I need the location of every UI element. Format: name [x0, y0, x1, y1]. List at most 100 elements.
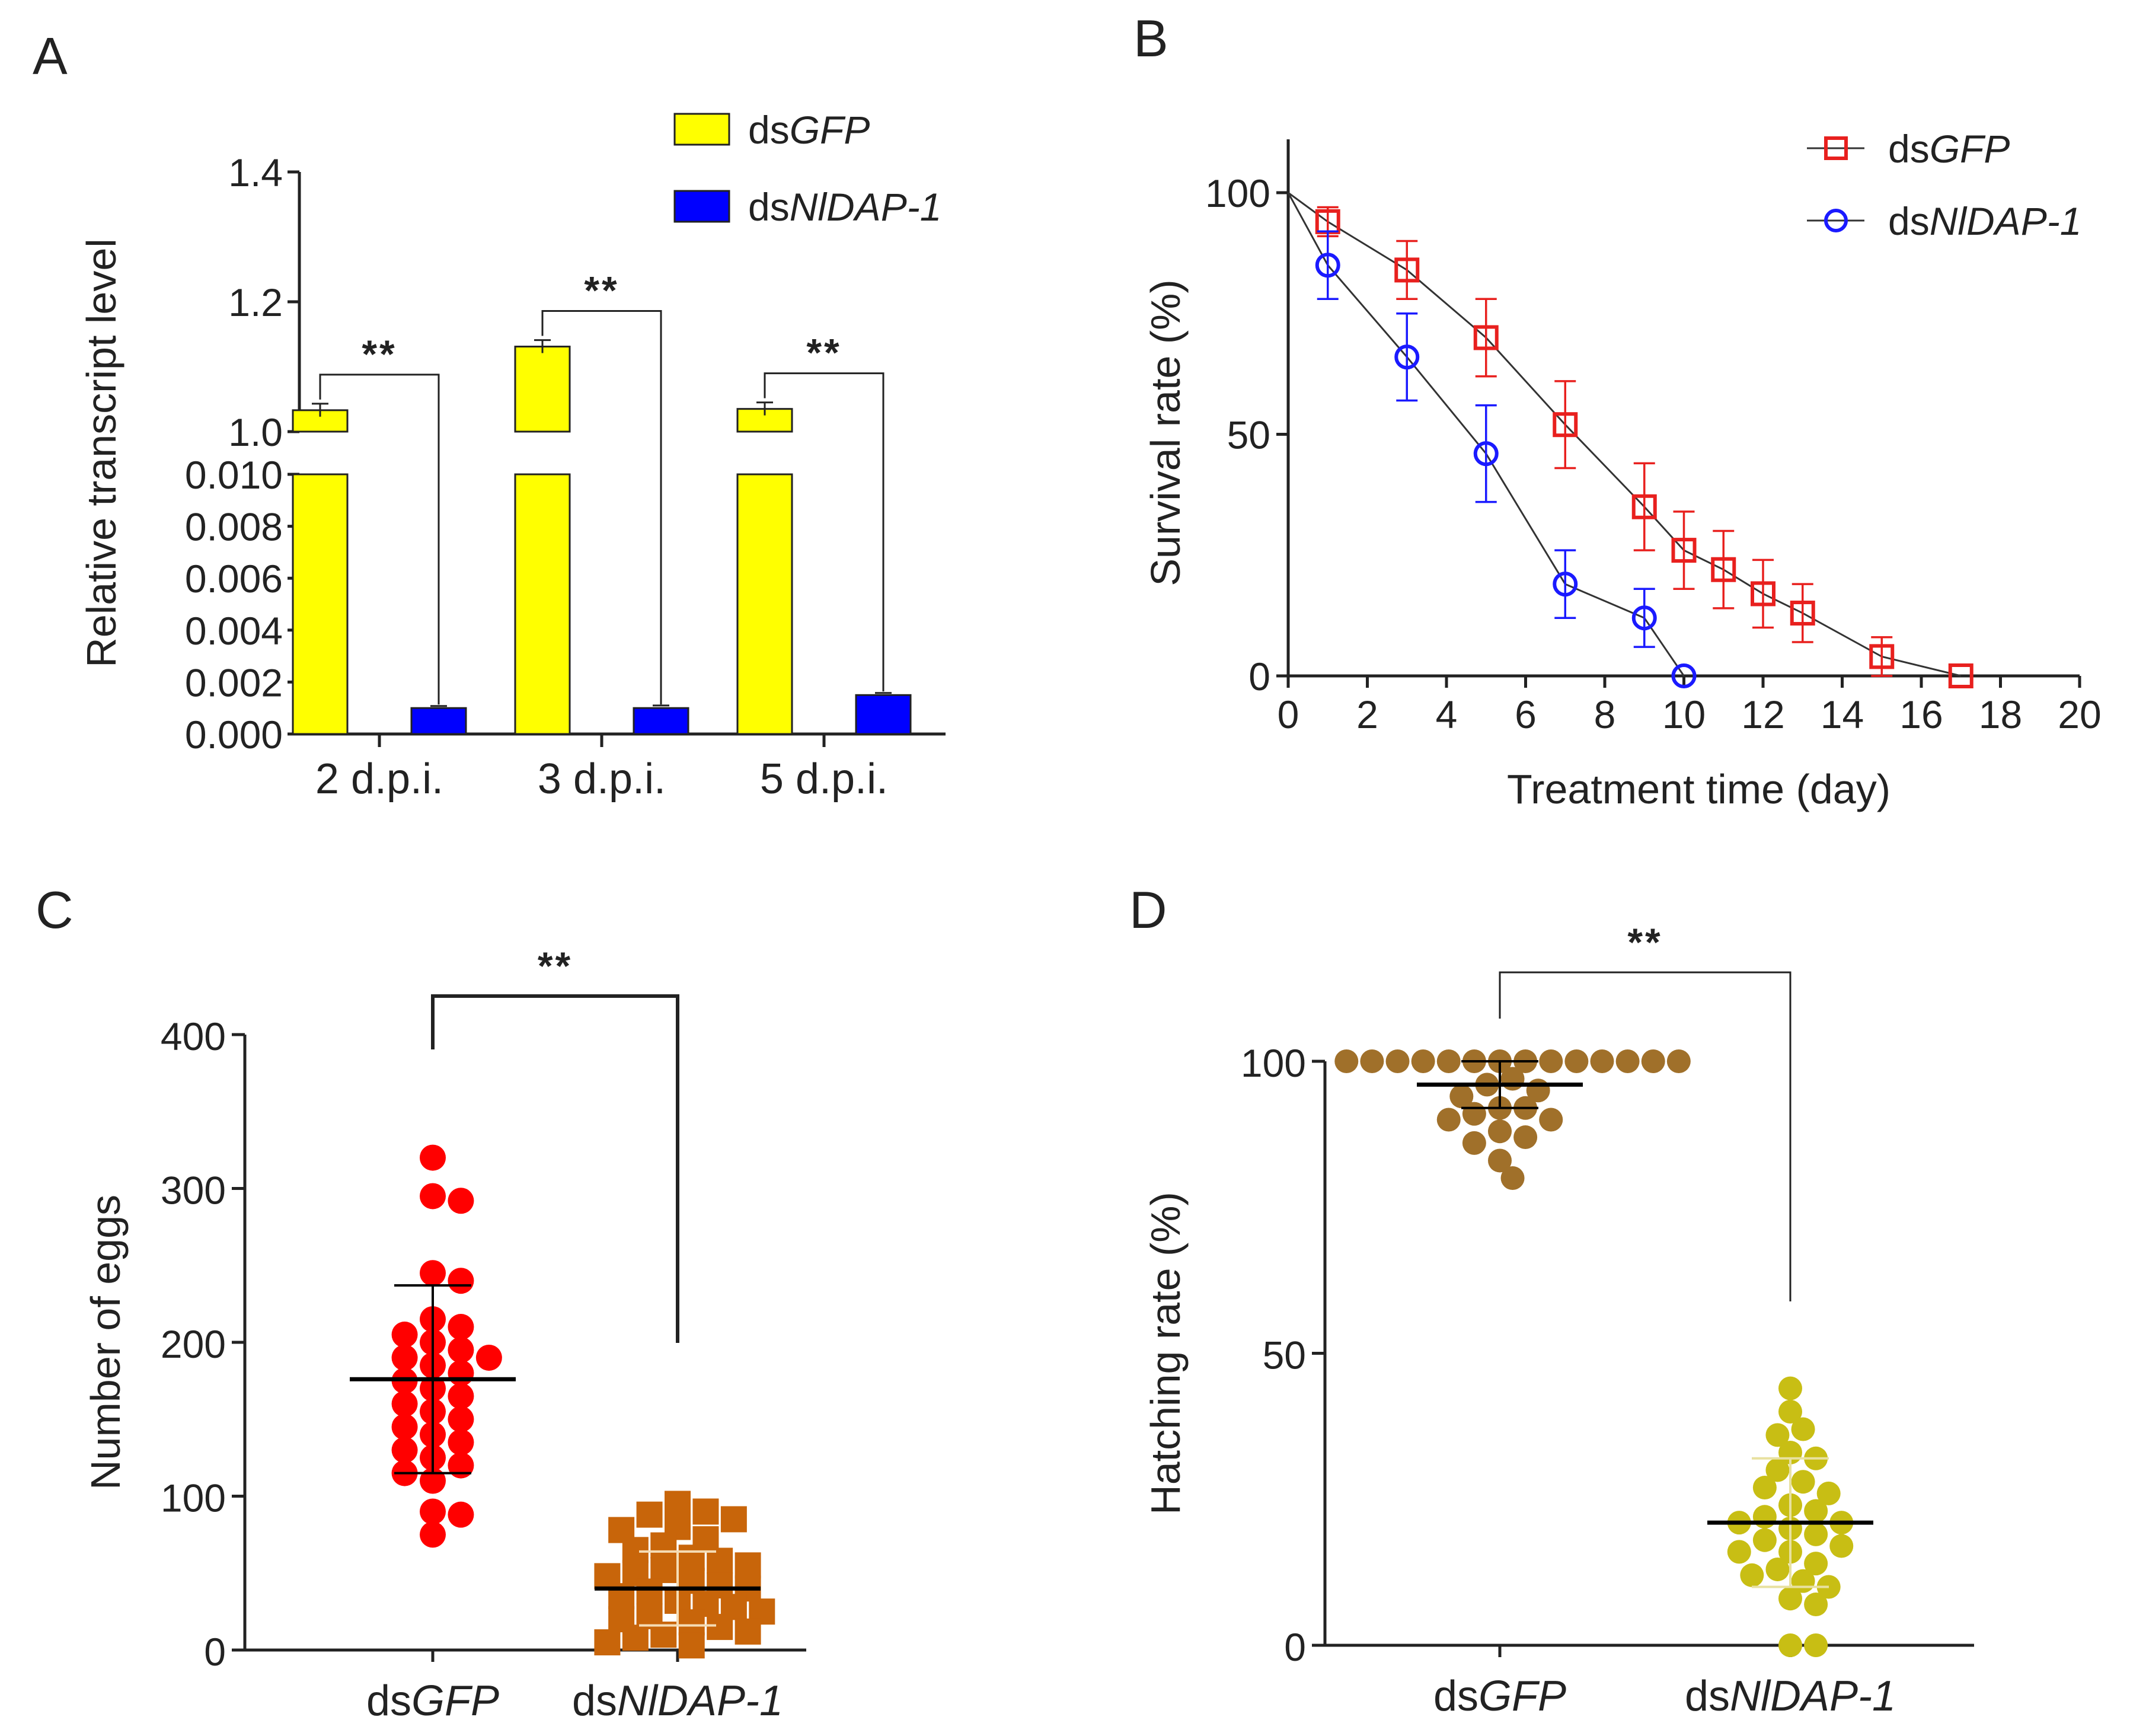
- data-point: [448, 1406, 474, 1432]
- x-tick-label: 0: [1278, 693, 1299, 736]
- data-point: [1436, 1049, 1461, 1073]
- significance-label: **: [806, 331, 841, 375]
- data-point: [1765, 1458, 1790, 1482]
- data-point: [448, 1268, 474, 1294]
- y-axis-title: Relative transcript level: [78, 238, 124, 668]
- data-point: [1462, 1131, 1486, 1155]
- data-point: [1553, 572, 1578, 597]
- data-point: [1804, 1552, 1828, 1576]
- panel-b: B 0 2 4 6 8 10 12 14 16 18 20 100 50 0 Treatment time (…: [1133, 9, 2102, 812]
- data-point: [1315, 253, 1340, 278]
- data-point: [622, 1537, 649, 1563]
- y-tick-label: 0.002: [185, 660, 283, 704]
- data-point: [1564, 1049, 1589, 1073]
- y-tick-label: 100: [161, 1476, 226, 1520]
- x-tick-label: 3 d.p.i.: [538, 755, 666, 803]
- data-point: [1473, 325, 1499, 350]
- data-point: [1778, 1633, 1802, 1657]
- panel-a: A 1.4 1.2 1.00.010 0.008 0.006 0.004 0.002 0.000…: [33, 27, 946, 803]
- data-point: [1666, 1049, 1691, 1073]
- y-tick-label: 1.0: [228, 410, 283, 454]
- data-point: [622, 1625, 649, 1651]
- data-point: [1778, 1587, 1802, 1611]
- data-point: [420, 1260, 446, 1287]
- data-point: [448, 1336, 474, 1363]
- data-point: [448, 1360, 474, 1386]
- data-point: [448, 1383, 474, 1409]
- significance-bracket: [764, 372, 884, 692]
- data-point: [1473, 441, 1499, 467]
- bar: [514, 473, 571, 735]
- data-point: [420, 1183, 446, 1210]
- y-tick-label: 200: [161, 1322, 226, 1366]
- legend-label: dsNlDAP-1: [1888, 199, 2081, 243]
- significance-label: **: [362, 332, 397, 376]
- data-point: [1711, 557, 1736, 582]
- data-point: [1804, 1593, 1828, 1617]
- significance-label: **: [538, 944, 573, 988]
- x-tick-label: 18: [1979, 693, 2022, 736]
- y-tick-label: 0.006: [185, 557, 283, 601]
- legend: dsGFP dsNlDAP-1: [673, 108, 941, 229]
- data-point: [1791, 1417, 1815, 1441]
- y-tick-label: 0.004: [185, 609, 283, 653]
- data-point: [678, 1544, 705, 1571]
- data-point: [665, 1491, 691, 1517]
- data-point: [1752, 1476, 1777, 1500]
- bar: [514, 346, 571, 433]
- y-axis-title: Hatching rate (%): [1142, 1192, 1189, 1515]
- significance-label: **: [1627, 920, 1662, 964]
- x-tick-label: 20: [2058, 693, 2101, 736]
- data-point: [1671, 538, 1697, 563]
- legend-marker: [1824, 136, 1848, 160]
- data-point: [420, 1144, 446, 1171]
- y-tick-label: 0.008: [185, 505, 283, 549]
- panel-label-a: A: [33, 27, 68, 85]
- y-tick-label: 0.000: [185, 713, 283, 757]
- bar: [292, 473, 349, 735]
- x-tick-label: 4: [1436, 693, 1458, 736]
- y-tick-label: 1.4: [228, 151, 283, 194]
- data-point: [1752, 1528, 1777, 1552]
- x-tick-label: 2 d.p.i.: [315, 755, 443, 803]
- data-point: [1500, 1166, 1525, 1190]
- data-point: [1360, 1049, 1384, 1073]
- x-tick-label: 6: [1515, 693, 1537, 736]
- data-point: [1334, 1049, 1359, 1073]
- data-point: [448, 1188, 474, 1214]
- data-point: [1740, 1563, 1764, 1587]
- x-tick-label: 12: [1741, 693, 1784, 736]
- data-point: [1615, 1049, 1640, 1073]
- data-point: [707, 1614, 733, 1641]
- legend-swatch: [673, 113, 730, 146]
- bar: [633, 707, 689, 735]
- data-point: [1590, 1049, 1614, 1073]
- data-point: [1804, 1499, 1828, 1523]
- data-point: [391, 1344, 418, 1371]
- data-point: [1804, 1633, 1828, 1657]
- legend-swatch: [673, 190, 730, 223]
- data-point: [1790, 601, 1815, 626]
- data-point: [448, 1314, 474, 1341]
- data-point: [636, 1578, 663, 1605]
- y-tick-label: 50: [1227, 413, 1270, 457]
- data-point: [420, 1498, 446, 1525]
- panel-label-d: D: [1129, 880, 1167, 939]
- panel-label-b: B: [1133, 9, 1168, 68]
- data-point: [1727, 1540, 1751, 1564]
- data-point: [692, 1498, 719, 1525]
- data-point: [475, 1344, 502, 1371]
- panel-c: C 400 300 200 100 0 Number of eggs dsGFP dsNlDAP…: [36, 880, 806, 1725]
- data-point: [1671, 663, 1697, 688]
- data-point: [1816, 1481, 1841, 1505]
- x-tick-label: 16: [1899, 693, 1943, 736]
- bar: [410, 707, 467, 735]
- x-tick-label: dsNlDAP-1: [572, 1677, 783, 1725]
- data-point: [1791, 1470, 1815, 1494]
- y-tick-label: 0.010: [185, 453, 283, 497]
- x-tick-label: 2: [1356, 693, 1378, 736]
- data-point: [1829, 1534, 1854, 1558]
- data-point: [448, 1452, 474, 1479]
- x-axis-title: Treatment time (day): [1507, 766, 1891, 812]
- data-point: [1804, 1522, 1828, 1546]
